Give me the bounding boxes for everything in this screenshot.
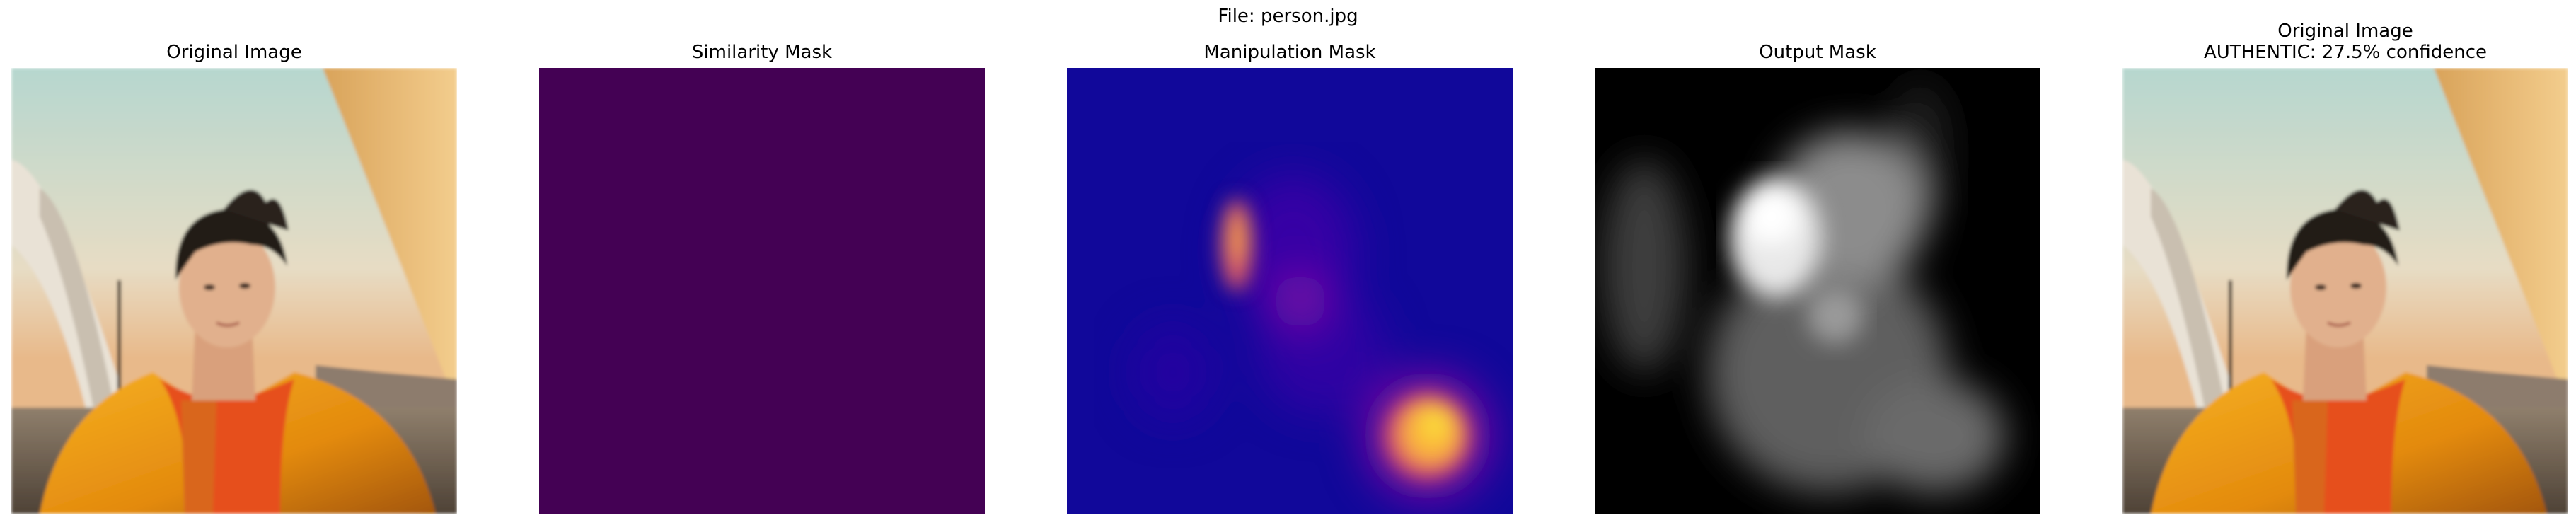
output-mask-image bbox=[1595, 68, 2040, 514]
similarity-mask-title: Similarity Mask bbox=[691, 42, 833, 64]
manipulation-mask-image bbox=[1067, 68, 1513, 514]
original-image bbox=[11, 68, 457, 514]
similarity-mask-image bbox=[539, 68, 985, 514]
original-image-panel: Original Image bbox=[11, 42, 457, 514]
manipulation-mask-title: Manipulation Mask bbox=[1203, 42, 1376, 64]
result-image-panel: Original Image AUTHENTIC: 27.5% confiden… bbox=[2122, 21, 2568, 514]
similarity-mask-panel: Similarity Mask bbox=[539, 42, 985, 514]
output-mask-title: Output Mask bbox=[1759, 42, 1876, 64]
manipulation-mask-panel: Manipulation Mask bbox=[1067, 42, 1513, 514]
output-mask-panel: Output Mask bbox=[1595, 42, 2040, 514]
result-image bbox=[2122, 68, 2568, 514]
original-image-title: Original Image bbox=[166, 42, 302, 64]
figure-title: File: person.jpg bbox=[1218, 6, 1358, 27]
result-image-title: Original Image AUTHENTIC: 27.5% confiden… bbox=[2203, 20, 2488, 64]
